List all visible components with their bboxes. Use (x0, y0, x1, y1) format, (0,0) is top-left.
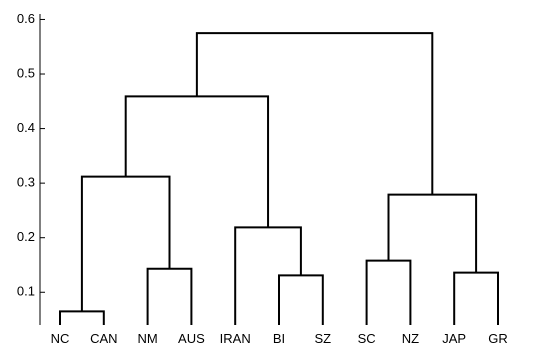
leaf-label-sc: SC (358, 331, 376, 346)
branch-bi-sz (278, 274, 324, 325)
leaf-label-can: CAN (90, 331, 117, 346)
y-tick-label: 0.3 (17, 175, 35, 190)
leaf-label-nc: NC (51, 331, 70, 346)
leaf-labels: NC CAN NM AUS IRAN BI SZ SC NZ JAP GR (51, 331, 508, 346)
branch-nm-aus (146, 267, 193, 325)
y-axis-ticks: 0.1 0.2 0.3 0.4 0.5 0.6 (17, 11, 45, 299)
leaf-label-sz: SZ (314, 331, 331, 346)
y-tick-label: 0.6 (17, 11, 35, 26)
y-tick-label: 0.5 (17, 65, 35, 80)
y-tick-label: 0.4 (17, 120, 35, 135)
branch-jap-gr (453, 271, 499, 325)
leaf-label-iran: IRAN (220, 331, 251, 346)
y-tick-label: 0.1 (17, 284, 35, 299)
y-tick-label: 0.2 (17, 229, 35, 244)
branch-sc-nz (365, 259, 412, 325)
branch-nc+can+nm+aus+iran+bi+sz-sc+nz+jap+gr (195, 32, 434, 195)
branch-nc-can (59, 310, 105, 325)
branch-nc+can+nm+aus-iran+bi+sz (124, 95, 270, 228)
leaf-label-gr: GR (488, 331, 508, 346)
leaf-label-nz: NZ (402, 331, 419, 346)
leaf-label-bi: BI (273, 331, 285, 346)
leaf-label-nm: NM (137, 331, 157, 346)
leaf-label-jap: JAP (442, 331, 466, 346)
dendrogram-branches (59, 32, 499, 325)
leaf-label-aus: AUS (178, 331, 205, 346)
branch-nc+can-nm+aus (80, 175, 171, 312)
